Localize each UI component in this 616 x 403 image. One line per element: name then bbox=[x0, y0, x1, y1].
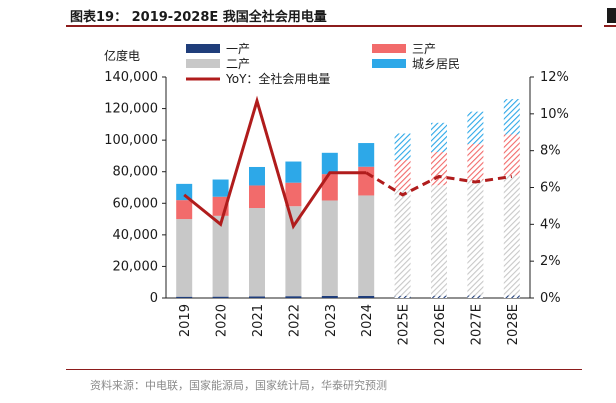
adjacent-panel-rule bbox=[604, 25, 616, 27]
adjacent-panel-glyph bbox=[607, 8, 616, 23]
bar-城乡居民-2019 bbox=[176, 183, 193, 201]
bar-一产-2027E bbox=[467, 295, 484, 298]
x-tick-label: 2020 bbox=[215, 304, 230, 337]
bar-城乡居民-2024 bbox=[358, 143, 375, 167]
x-tick-label: 2027E bbox=[469, 304, 484, 345]
y-tick-label-right: 12% bbox=[540, 70, 569, 85]
bar-二产-2019 bbox=[176, 219, 193, 297]
bar-一产-2020 bbox=[212, 296, 229, 298]
x-tick-label: 2024 bbox=[360, 304, 375, 337]
x-tick-label: 2025E bbox=[397, 304, 412, 345]
x-tick-label: 2023 bbox=[324, 304, 339, 337]
y-axis-label: 亿度电 bbox=[104, 48, 140, 63]
y-tick-label-left: 20,000 bbox=[113, 259, 159, 274]
footer-rule bbox=[66, 369, 582, 370]
bar-二产-2027E bbox=[467, 180, 484, 296]
y-tick-label-right: 0% bbox=[540, 291, 561, 306]
bar-一产-2028E bbox=[503, 295, 520, 298]
bar-城乡居民-2026E bbox=[431, 122, 447, 153]
bar-三产-2027E bbox=[467, 144, 484, 181]
legend-label-一产: 一产 bbox=[226, 42, 250, 56]
legend-swatch-三产 bbox=[372, 44, 406, 53]
bar-一产-2025E bbox=[394, 295, 411, 298]
legend-label-城乡居民: 城乡居民 bbox=[412, 57, 460, 71]
bar-城乡居民-2022 bbox=[285, 161, 302, 183]
legend-label-三产: 三产 bbox=[412, 42, 436, 56]
bar-一产-2021 bbox=[249, 296, 265, 298]
y-tick-label-left: 40,000 bbox=[113, 228, 159, 243]
bar-三产-2019 bbox=[176, 200, 193, 220]
y-tick-label-right: 6% bbox=[540, 181, 561, 196]
legend-swatch-城乡居民 bbox=[372, 59, 406, 68]
bar-城乡居民-2027E bbox=[467, 111, 484, 145]
bar-三产-2028E bbox=[503, 134, 520, 176]
bar-二产-2024 bbox=[358, 195, 375, 296]
x-tick-label: 2022 bbox=[287, 304, 302, 337]
bar-城乡居民-2025E bbox=[394, 133, 411, 161]
y-tick-label-left: 100,000 bbox=[104, 133, 158, 148]
x-tick-label: 2028E bbox=[506, 304, 521, 345]
bar-城乡居民-2028E bbox=[503, 99, 520, 135]
bar-三产-2023 bbox=[321, 174, 338, 201]
title-rule bbox=[66, 25, 582, 27]
bar-城乡居民-2020 bbox=[212, 179, 229, 197]
bar-二产-2025E bbox=[394, 189, 411, 296]
legend-swatch-二产 bbox=[186, 59, 220, 68]
bar-一产-2019 bbox=[176, 296, 193, 298]
bar-二产-2022 bbox=[285, 206, 302, 297]
y-tick-label-right: 10% bbox=[540, 107, 569, 122]
bar-二产-2021 bbox=[249, 208, 265, 297]
bar-二产-2023 bbox=[321, 200, 338, 296]
bar-一产-2022 bbox=[285, 296, 302, 298]
y-tick-label-left: 120,000 bbox=[104, 102, 158, 117]
y-tick-label-left: 0 bbox=[150, 291, 158, 306]
y-tick-label-right: 4% bbox=[540, 217, 561, 232]
y-tick-label-left: 140,000 bbox=[104, 70, 158, 85]
y-tick-label-right: 2% bbox=[540, 254, 561, 269]
source-note: 资料来源：中电联，国家能源局，国家统计局，华泰研究预测 bbox=[90, 379, 387, 392]
yoy-line-actual bbox=[183, 95, 367, 230]
x-tick-label: 2019 bbox=[178, 304, 193, 337]
bar-三产-2026E bbox=[431, 152, 447, 186]
bar-三产-2021 bbox=[249, 185, 265, 209]
bar-一产-2026E bbox=[431, 295, 447, 298]
bar-二产-2028E bbox=[503, 175, 520, 296]
y-tick-label-left: 80,000 bbox=[113, 165, 159, 180]
bar-三产-2022 bbox=[285, 182, 302, 207]
bar-城乡居民-2023 bbox=[321, 152, 338, 175]
legend-swatch-一产 bbox=[186, 44, 220, 53]
chart-title: 图表19： 2019-2028E 我国全社会用电量 bbox=[70, 10, 327, 25]
adjacent-panel-edge bbox=[600, 0, 616, 403]
y-tick-label-right: 8% bbox=[540, 144, 561, 159]
bar-二产-2020 bbox=[212, 215, 229, 297]
legend-label-yoy: YoY：全社会用电量 bbox=[225, 71, 330, 86]
bar-三产-2024 bbox=[358, 166, 375, 196]
x-tick-label: 2026E bbox=[433, 304, 448, 345]
bar-一产-2024 bbox=[358, 295, 375, 298]
legend-label-二产: 二产 bbox=[226, 57, 250, 71]
bar-三产-2025E bbox=[394, 160, 411, 190]
bar-城乡居民-2021 bbox=[249, 166, 265, 186]
bar-二产-2026E bbox=[431, 185, 447, 296]
y-tick-label-left: 60,000 bbox=[113, 196, 159, 211]
bar-一产-2023 bbox=[321, 295, 338, 298]
x-tick-label: 2021 bbox=[251, 304, 266, 337]
